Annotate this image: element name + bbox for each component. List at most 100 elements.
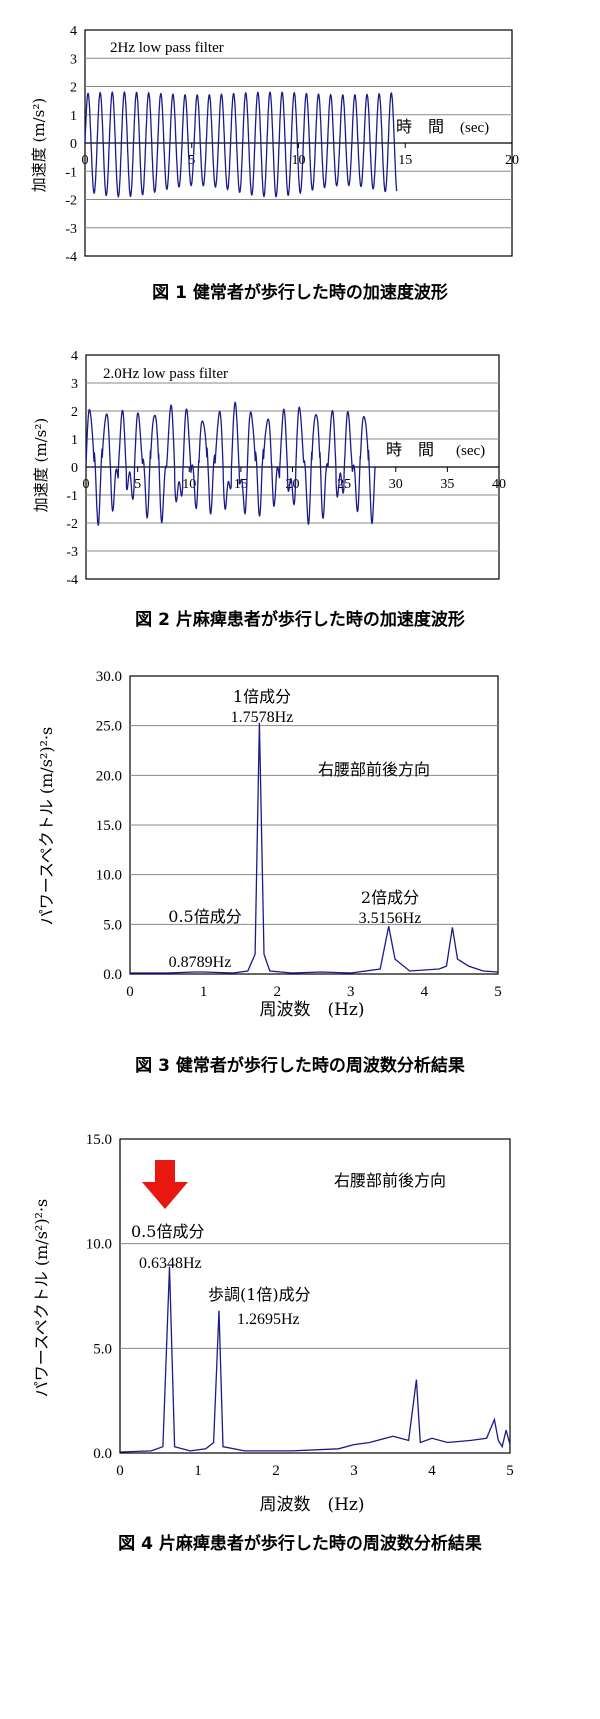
y-tick-labels: 30.0 25.0 20.0 15.0 10.0 5.0 0.0 bbox=[96, 669, 122, 983]
y-tick-label: 20.0 bbox=[96, 768, 122, 784]
x-tick-label: 2 bbox=[273, 984, 281, 1000]
annotation-direction: 右腰部前後方向 bbox=[334, 1171, 446, 1190]
y-tick-label: 15.0 bbox=[96, 818, 122, 834]
y-tick-label: 15.0 bbox=[86, 1132, 112, 1148]
x-tick-label: 10 bbox=[182, 477, 196, 492]
y-tick-label: 5.0 bbox=[103, 917, 122, 933]
y-tick-label: 3 bbox=[70, 52, 77, 67]
x-axis-label-unit: (sec) bbox=[456, 443, 485, 459]
annotation-step-label: 歩調(1倍)成分 bbox=[208, 1285, 311, 1304]
y-tick-label: -4 bbox=[66, 573, 78, 588]
y-tick-label: 0 bbox=[71, 461, 78, 476]
x-axis-label: 周波数 (Hz) bbox=[259, 1000, 364, 1020]
series-line bbox=[85, 401, 376, 527]
x-tick-label: 0 bbox=[82, 153, 89, 168]
x-tick-label: 15 bbox=[234, 477, 248, 492]
y-tick-label: -4 bbox=[65, 250, 77, 265]
x-tick-label: 1 bbox=[200, 984, 208, 1000]
annotation-half-freq: 0.8789Hz bbox=[169, 954, 232, 971]
figure-1-caption: 図 1 健常者が歩行した時の加速度波形 bbox=[152, 283, 448, 303]
y-tick-label: 1 bbox=[70, 109, 77, 124]
x-tick-label: 5 bbox=[134, 477, 141, 492]
y-tick-label: 0.0 bbox=[93, 1446, 112, 1462]
y-tick-label: 10.0 bbox=[96, 868, 122, 884]
y-tick-label: 10.0 bbox=[86, 1237, 112, 1253]
y-tick-label: -3 bbox=[66, 545, 78, 560]
x-axis-label: 周波数 (Hz) bbox=[259, 1495, 364, 1515]
y-tick-label: -1 bbox=[66, 489, 78, 504]
y-tick-label: 4 bbox=[71, 349, 78, 364]
figure-2-caption: 図 2 片麻痺患者が歩行した時の加速度波形 bbox=[135, 610, 465, 630]
y-tick-label: 1 bbox=[71, 433, 78, 448]
y-gridlines bbox=[130, 725, 498, 925]
plot-area bbox=[119, 1138, 511, 1454]
y-tick-label: 30.0 bbox=[96, 669, 122, 685]
x-tick-label: 0 bbox=[116, 1463, 124, 1479]
x-tick-labels: 0 1 2 3 4 5 bbox=[116, 1463, 514, 1479]
y-gridlines bbox=[120, 1243, 510, 1349]
filter-annotation: 2Hz low pass filter bbox=[110, 40, 224, 56]
x-tick-label: 1 bbox=[194, 1463, 202, 1479]
x-tick-label: 0 bbox=[83, 477, 90, 492]
x-tick-label: 3 bbox=[350, 1463, 358, 1479]
y-gridlines bbox=[86, 382, 499, 552]
y-tick-label: -1 bbox=[65, 165, 77, 180]
x-tick-label: 30 bbox=[389, 477, 403, 492]
waveform-series bbox=[84, 91, 398, 198]
annotation-2x-label: 2倍成分 bbox=[361, 888, 419, 907]
y-axis-label: パワースペクトル (m/s²)²·s bbox=[32, 1199, 51, 1398]
y-tick-label: 0 bbox=[70, 137, 77, 152]
series-line bbox=[84, 91, 398, 198]
annotation-2x-freq: 3.5156Hz bbox=[359, 910, 422, 927]
y-tick-label: -2 bbox=[66, 517, 78, 532]
y-tick-label: -3 bbox=[65, 222, 77, 237]
x-tick-label: 3 bbox=[347, 984, 355, 1000]
y-axis-label: パワースペクトル (m/s²)²·s bbox=[37, 727, 56, 926]
x-tick-label: 5 bbox=[506, 1463, 514, 1479]
y-tick-label: -2 bbox=[65, 194, 77, 209]
y-tick-labels: 15.0 10.0 5.0 0.0 bbox=[86, 1132, 112, 1462]
annotation-direction: 右腰部前後方向 bbox=[318, 760, 430, 779]
waveform-series bbox=[85, 401, 376, 527]
y-tick-label: 25.0 bbox=[96, 719, 122, 735]
annotation-step-freq: 1.2695Hz bbox=[237, 1311, 300, 1328]
figure-3-caption: 図 3 健常者が歩行した時の周波数分析結果 bbox=[135, 1056, 465, 1076]
x-tick-label: 5 bbox=[188, 153, 195, 168]
spectrum-series bbox=[130, 722, 499, 974]
annotation-half-label: 0.5倍成分 bbox=[131, 1222, 204, 1241]
annotation-1x-label: 1倍成分 bbox=[233, 687, 291, 706]
y-tick-label: 4 bbox=[70, 24, 77, 39]
x-tick-label: 40 bbox=[492, 477, 506, 492]
x-axis-label-unit: (sec) bbox=[460, 120, 489, 136]
x-tick-label: 4 bbox=[421, 984, 429, 1000]
x-tick-label: 15 bbox=[398, 153, 412, 168]
spectrum-chart-patient: 15.0 10.0 5.0 0.0 0 1 2 3 4 5 右腰部前後方向 0.5倍成分 0.6… bbox=[32, 1132, 514, 1515]
annotation-half-freq: 0.6348Hz bbox=[139, 1255, 202, 1272]
spectrum-chart-healthy: 30.0 25.0 20.0 15.0 10.0 5.0 0.0 0 1 2 3 4 5 1倍成分 1… bbox=[37, 669, 502, 1020]
x-tick-label: 20 bbox=[505, 153, 519, 168]
annotation-half-label: 0.5倍成分 bbox=[168, 907, 241, 926]
y-tick-label: 2 bbox=[70, 81, 77, 96]
y-tick-label: 0.0 bbox=[103, 967, 122, 983]
y-tick-labels: 4 3 2 1 0 -1 -2 -3 -4 bbox=[65, 24, 77, 265]
y-tick-label: 3 bbox=[71, 377, 78, 392]
y-tick-label: 5.0 bbox=[93, 1341, 112, 1357]
x-tick-label: 0 bbox=[126, 984, 134, 1000]
y-axis-label: 加速度 (m/s²) bbox=[32, 418, 50, 512]
x-axis-label-time: 時 間 bbox=[386, 440, 434, 459]
x-tick-labels: 0 1 2 3 4 5 bbox=[126, 984, 502, 1000]
annotation-1x-freq: 1.7578Hz bbox=[231, 709, 294, 726]
spectrum-series bbox=[119, 1266, 511, 1453]
figure-4-caption: 図 4 片麻痺患者が歩行した時の周波数分析結果 bbox=[118, 1534, 482, 1554]
x-tick-label: 4 bbox=[428, 1463, 436, 1479]
filter-annotation: 2.0Hz low pass filter bbox=[103, 366, 228, 382]
y-axis-label: 加速度 (m/s²) bbox=[30, 98, 48, 192]
x-axis-label-time: 時 間 bbox=[396, 117, 444, 136]
series-line bbox=[130, 722, 499, 974]
red-arrow-marker bbox=[142, 1160, 188, 1209]
y-tick-labels: 4 3 2 1 0 -1 -2 -3 -4 bbox=[66, 349, 78, 588]
x-tick-label: 5 bbox=[494, 984, 502, 1000]
x-tick-label: 2 bbox=[272, 1463, 280, 1479]
